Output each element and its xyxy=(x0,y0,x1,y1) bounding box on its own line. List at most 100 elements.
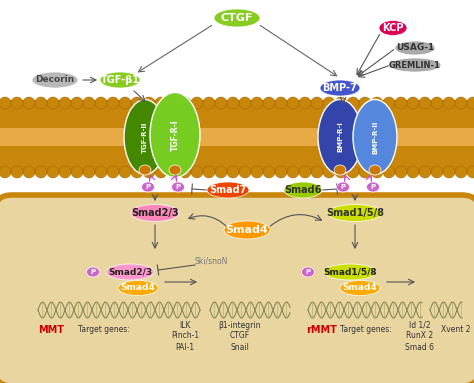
Text: TGF-R-I: TGF-R-I xyxy=(171,119,180,151)
Text: P: P xyxy=(146,184,151,190)
Text: Decorin: Decorin xyxy=(36,75,74,85)
Ellipse shape xyxy=(23,166,35,178)
Text: BMP-7: BMP-7 xyxy=(323,83,357,93)
Text: MMT: MMT xyxy=(38,325,64,335)
Ellipse shape xyxy=(369,165,381,175)
Ellipse shape xyxy=(323,166,335,178)
Ellipse shape xyxy=(287,97,299,109)
Text: P: P xyxy=(91,269,96,275)
Ellipse shape xyxy=(143,166,155,178)
Ellipse shape xyxy=(47,97,59,109)
Text: Id 1/2: Id 1/2 xyxy=(409,321,431,329)
Ellipse shape xyxy=(155,166,167,178)
Ellipse shape xyxy=(83,166,95,178)
Ellipse shape xyxy=(59,166,71,178)
Ellipse shape xyxy=(275,97,287,109)
Text: Smad1/5/8: Smad1/5/8 xyxy=(326,208,384,218)
Ellipse shape xyxy=(323,97,335,109)
Ellipse shape xyxy=(131,205,179,221)
Ellipse shape xyxy=(23,97,35,109)
Text: Snail: Snail xyxy=(230,342,249,352)
Ellipse shape xyxy=(347,97,359,109)
Ellipse shape xyxy=(143,97,155,109)
Ellipse shape xyxy=(337,182,349,192)
Ellipse shape xyxy=(383,166,395,178)
Ellipse shape xyxy=(366,182,380,192)
Ellipse shape xyxy=(172,182,184,192)
Ellipse shape xyxy=(215,97,227,109)
Text: Smad4: Smad4 xyxy=(343,283,377,293)
Ellipse shape xyxy=(131,166,143,178)
Ellipse shape xyxy=(299,97,311,109)
Text: Smad2/3: Smad2/3 xyxy=(108,267,152,277)
Ellipse shape xyxy=(227,97,239,109)
Ellipse shape xyxy=(299,166,311,178)
Text: Smad4: Smad4 xyxy=(226,225,268,235)
Ellipse shape xyxy=(224,221,270,239)
Ellipse shape xyxy=(371,166,383,178)
Ellipse shape xyxy=(383,97,395,109)
Ellipse shape xyxy=(263,97,275,109)
Ellipse shape xyxy=(169,165,181,175)
Ellipse shape xyxy=(35,166,47,178)
Ellipse shape xyxy=(119,166,131,178)
Ellipse shape xyxy=(191,97,203,109)
Ellipse shape xyxy=(335,97,347,109)
Text: P: P xyxy=(305,269,310,275)
Ellipse shape xyxy=(324,264,376,280)
Text: Smad4: Smad4 xyxy=(120,283,155,293)
Ellipse shape xyxy=(150,93,200,177)
Text: RunX 2: RunX 2 xyxy=(406,332,434,340)
Ellipse shape xyxy=(431,166,443,178)
Text: PAI-1: PAI-1 xyxy=(175,342,194,352)
Ellipse shape xyxy=(371,97,383,109)
Text: CTGF: CTGF xyxy=(221,13,253,23)
Ellipse shape xyxy=(287,166,299,178)
Ellipse shape xyxy=(311,97,323,109)
Ellipse shape xyxy=(167,97,179,109)
Ellipse shape xyxy=(419,166,431,178)
Ellipse shape xyxy=(335,166,347,178)
Ellipse shape xyxy=(275,166,287,178)
Text: Target genes:: Target genes: xyxy=(340,326,392,334)
Ellipse shape xyxy=(100,72,140,88)
Ellipse shape xyxy=(107,166,119,178)
Ellipse shape xyxy=(443,166,455,178)
Ellipse shape xyxy=(301,267,315,277)
Ellipse shape xyxy=(71,97,83,109)
Ellipse shape xyxy=(32,72,78,88)
Ellipse shape xyxy=(239,97,251,109)
Ellipse shape xyxy=(95,166,107,178)
Ellipse shape xyxy=(251,97,263,109)
Ellipse shape xyxy=(139,165,151,175)
Ellipse shape xyxy=(347,166,359,178)
Ellipse shape xyxy=(106,264,154,280)
Text: Xvent 2: Xvent 2 xyxy=(441,326,471,334)
Ellipse shape xyxy=(340,280,380,296)
Ellipse shape xyxy=(118,280,158,296)
Ellipse shape xyxy=(284,182,322,198)
Text: P: P xyxy=(371,184,375,190)
Ellipse shape xyxy=(334,165,346,175)
Ellipse shape xyxy=(95,97,107,109)
Ellipse shape xyxy=(47,166,59,178)
Ellipse shape xyxy=(119,97,131,109)
Text: Pinch-1: Pinch-1 xyxy=(171,332,199,340)
Text: Smad1/5/8: Smad1/5/8 xyxy=(323,267,377,277)
Text: Smad6: Smad6 xyxy=(284,185,322,195)
Ellipse shape xyxy=(311,166,323,178)
Ellipse shape xyxy=(419,97,431,109)
Ellipse shape xyxy=(214,9,260,27)
Ellipse shape xyxy=(467,166,474,178)
Ellipse shape xyxy=(431,97,443,109)
Ellipse shape xyxy=(167,166,179,178)
Text: USAG-1: USAG-1 xyxy=(396,44,434,52)
Ellipse shape xyxy=(83,97,95,109)
Ellipse shape xyxy=(0,97,11,109)
Text: Ski/snoN: Ski/snoN xyxy=(195,257,228,265)
Ellipse shape xyxy=(395,97,407,109)
Ellipse shape xyxy=(35,97,47,109)
Ellipse shape xyxy=(124,100,166,175)
Ellipse shape xyxy=(320,80,360,96)
FancyBboxPatch shape xyxy=(0,195,474,383)
